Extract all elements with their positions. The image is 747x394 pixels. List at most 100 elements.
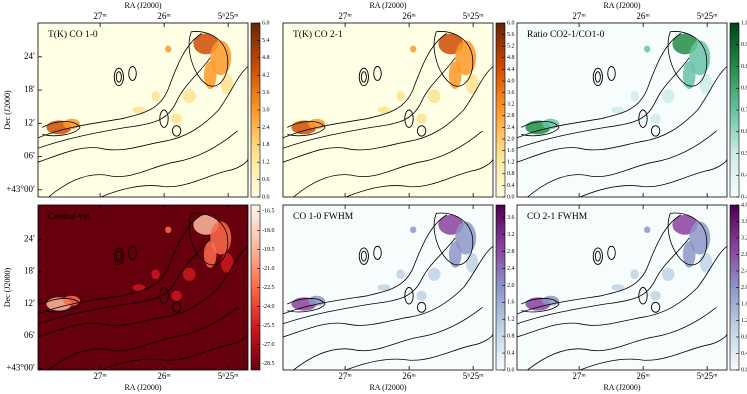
colorbar-tick-label: 2.4 xyxy=(507,266,515,272)
map-image xyxy=(283,31,493,197)
emission xyxy=(448,241,462,268)
emission xyxy=(165,226,172,234)
contour xyxy=(42,121,81,137)
colorbar-tick-label: 6.0 xyxy=(507,20,515,26)
emission xyxy=(455,40,477,76)
colorbar-tick-label: -24.0 xyxy=(262,304,275,310)
contour xyxy=(113,67,124,87)
contour xyxy=(592,247,603,265)
colorbar-tick-label: 1.2 xyxy=(262,160,270,166)
emission xyxy=(410,45,417,53)
panel-frame xyxy=(516,22,728,198)
emission xyxy=(465,252,479,273)
colorbar-tick-label: 2.0 xyxy=(741,285,747,291)
colorbar-tick-label: 1.6 xyxy=(507,148,515,154)
x-tick-label: 5ʰ25ᵐ xyxy=(463,11,484,21)
colorbar-tick-label: 1.6 xyxy=(741,301,747,307)
emission xyxy=(611,106,625,114)
colorbar-tick-label: 0.6 xyxy=(262,177,270,183)
contour xyxy=(517,33,682,139)
y-axis-label: Dec (J2000) xyxy=(3,268,12,308)
colorbar-tick-label: -27.0 xyxy=(262,342,275,348)
colorbar-tick-label: 0.8 xyxy=(741,334,747,340)
panel: T(K) CO 2-1 27ᵐ 26ᵐ 5ʰ25ᵐ RA (J2000) 0.0 0.4 0.… xyxy=(282,1,515,200)
x-tick-label: 5ʰ25ᵐ xyxy=(218,11,239,21)
x-tick-label: 27ᵐ xyxy=(572,11,586,21)
panel: CO 1-0 FWHM 27ᵐ 26ᵐ 5ʰ25ᵐ RA (J2000) 0.0 0.4 0.… xyxy=(282,204,515,392)
contour xyxy=(521,121,560,137)
colorbar-tick-label: 2.4 xyxy=(262,125,270,131)
colorbar-tick-label: 2.8 xyxy=(507,249,515,255)
emission xyxy=(465,73,479,95)
contour xyxy=(100,158,248,197)
contour xyxy=(115,71,122,83)
x-axis-label: RA (J2000) xyxy=(603,383,640,392)
contour xyxy=(607,66,616,81)
emission xyxy=(699,252,713,273)
emission xyxy=(699,73,713,95)
x-tick-label: 26ᵐ xyxy=(402,371,416,381)
emission xyxy=(132,106,146,114)
contour xyxy=(667,212,708,266)
x-axis-label: RA (J2000) xyxy=(369,383,406,392)
contour xyxy=(345,333,493,370)
panel-frame xyxy=(37,22,249,198)
contour xyxy=(38,66,248,163)
contour xyxy=(48,306,238,370)
contour xyxy=(159,287,169,305)
colorbar-tick-label: 0.4 xyxy=(507,183,515,189)
colorbar-tick-label: 2.4 xyxy=(741,268,747,274)
colorbar-tick-label: 3.6 xyxy=(507,90,515,96)
x-tick-label: 26ᵐ xyxy=(636,371,650,381)
contour xyxy=(592,67,603,87)
contour xyxy=(100,333,248,370)
colorbar-tick-label: 3.2 xyxy=(507,232,515,238)
emission xyxy=(416,290,427,301)
colorbar-tick-label: 4.0 xyxy=(507,78,515,84)
colorbar-tick-label: 0.4 xyxy=(741,351,747,357)
colorbar-tick-label: 0.0 xyxy=(507,194,515,200)
contour xyxy=(638,287,648,305)
emission xyxy=(689,221,711,255)
contour xyxy=(188,212,229,266)
x-tick-label: 27ᵐ xyxy=(572,371,586,381)
colorbar-tick-label: 5.4 xyxy=(262,38,270,44)
y-tick-label: 24′ xyxy=(24,51,35,61)
contour xyxy=(517,245,727,338)
colorbar-tick-label: 0.88 xyxy=(741,64,747,70)
panel-title: T(K) CO 2-1 xyxy=(293,29,343,40)
x-tick-label: 27ᵐ xyxy=(338,371,352,381)
contour xyxy=(360,71,367,83)
contour xyxy=(521,298,560,313)
emission xyxy=(427,89,441,104)
y-tick-label: +43°00′ xyxy=(6,362,35,372)
emission xyxy=(650,290,661,301)
colorbar-tick-label: 5.2 xyxy=(507,44,515,50)
colorbar-tick-label: 2.0 xyxy=(507,136,515,142)
map-image xyxy=(38,212,248,370)
x-tick-label: 26ᵐ xyxy=(636,11,650,21)
colorbar-tick-label: 4.2 xyxy=(262,73,270,79)
contour xyxy=(650,125,661,137)
x-tick-label: 5ʰ25ᵐ xyxy=(218,371,239,381)
contour xyxy=(433,31,474,87)
contour xyxy=(433,212,474,266)
contour xyxy=(345,158,493,197)
emission xyxy=(377,284,391,291)
map-image xyxy=(517,31,727,197)
panel: T(K) CO 1-0 27ᵐ 26ᵐ 5ʰ25ᵐ RA (J2000) +43°00′ 0… xyxy=(3,1,270,201)
colorbar-tick-label: -28.5 xyxy=(262,361,275,367)
colorbar-tick-label: 3.2 xyxy=(741,235,747,241)
emission xyxy=(396,90,405,102)
y-tick-label: 24′ xyxy=(24,233,35,243)
colorbar xyxy=(495,204,506,371)
contour xyxy=(650,301,661,313)
colorbar-tick-label: 3.2 xyxy=(507,102,515,108)
contour xyxy=(38,33,203,139)
contour xyxy=(283,33,448,139)
contour xyxy=(283,57,456,149)
colorbar-tick-label: 2.8 xyxy=(507,113,515,119)
colorbar-tick-label: 1.6 xyxy=(507,300,515,306)
emission xyxy=(644,45,651,53)
